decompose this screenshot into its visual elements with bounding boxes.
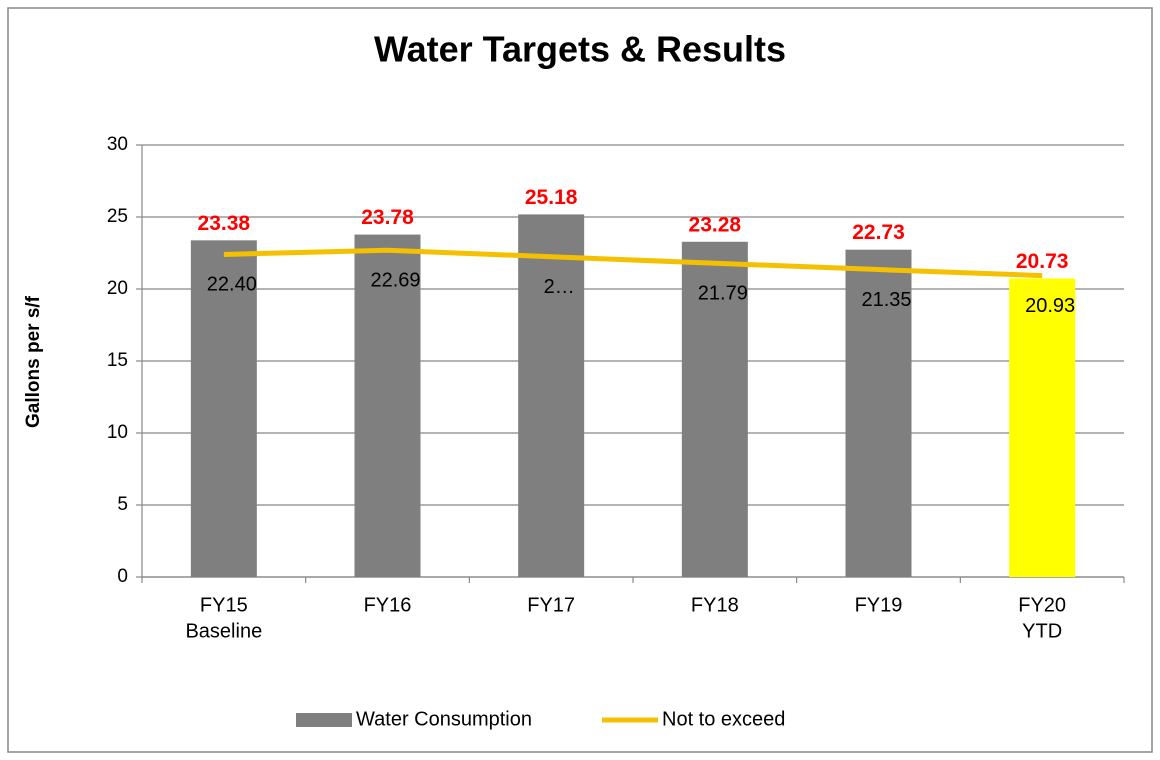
- y-axis-label: Gallons per s/f: [23, 295, 44, 428]
- bar: [681, 241, 748, 577]
- chart-title: Water Targets & Results: [374, 29, 786, 70]
- y-tick-label: 30: [107, 134, 128, 155]
- bar: [354, 234, 421, 577]
- bar-value-label: 23.78: [361, 206, 414, 229]
- y-tick-label: 0: [117, 566, 128, 587]
- bar-value-label: 20.73: [1016, 250, 1069, 273]
- bar-value-label: 25.18: [525, 186, 578, 209]
- bar: [845, 249, 912, 578]
- x-tick-label: Baseline: [185, 620, 262, 642]
- bar-value-label: 23.38: [198, 212, 251, 235]
- legend-label: Not to exceed: [662, 708, 785, 730]
- legend-label: Water Consumption: [356, 708, 532, 730]
- y-tick-label: 25: [107, 206, 128, 227]
- y-tick-label: 10: [107, 422, 128, 443]
- bar-value-label: 22.73: [852, 221, 905, 244]
- y-tick-label: 20: [107, 278, 128, 299]
- line-value-label: 20.93: [1025, 295, 1075, 317]
- bar-value-label: 23.28: [689, 213, 742, 236]
- x-tick-label: FY20: [1018, 594, 1066, 616]
- legend-swatch: [296, 713, 352, 727]
- line-value-label: 21.35: [861, 289, 911, 311]
- y-tick-label: 5: [117, 494, 128, 515]
- line-value-label: 21.79: [698, 283, 748, 305]
- line: [223, 247, 1043, 279]
- line-value-label: 22.40: [207, 274, 257, 296]
- line-value-label: 2…: [544, 276, 575, 298]
- bar: [1009, 278, 1076, 577]
- x-tick-label: FY17: [527, 594, 575, 616]
- bar: [518, 214, 585, 577]
- x-tick-label: FY15: [200, 594, 248, 616]
- bar: [190, 240, 257, 577]
- y-tick-label: 15: [107, 350, 128, 371]
- line-value-label: 22.69: [370, 270, 420, 292]
- x-tick-label: FY19: [855, 594, 903, 616]
- x-tick-label: YTD: [1022, 620, 1062, 642]
- x-tick-label: FY18: [691, 594, 739, 616]
- x-tick-label: FY16: [364, 594, 412, 616]
